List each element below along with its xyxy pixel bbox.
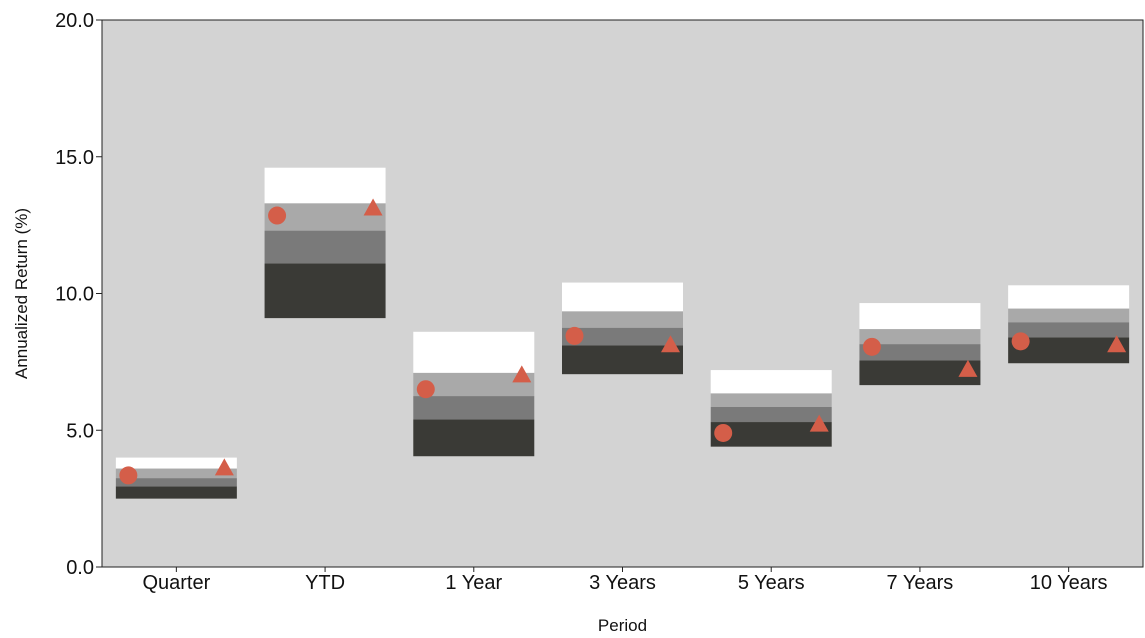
y-tick-label: 10.0 xyxy=(55,284,94,306)
circle-marker xyxy=(416,380,435,399)
x-tick-label: 10 Years xyxy=(1030,572,1108,594)
x-tick-label: 5 Years xyxy=(738,572,805,594)
y-tick-label: 0.0 xyxy=(66,557,94,579)
y-tick-label: 5.0 xyxy=(66,420,94,442)
circle-marker xyxy=(565,326,584,345)
band-top xyxy=(115,457,237,469)
band-lower-mid xyxy=(562,327,683,346)
band-bottom xyxy=(264,263,386,319)
circle-marker xyxy=(1011,332,1030,351)
y-axis-ticks: 0.0 5.0 10.0 15.0 20.0 xyxy=(55,10,102,579)
triangle-marker xyxy=(958,359,978,377)
band-bottom xyxy=(115,486,237,499)
triangle-marker xyxy=(363,198,383,216)
circle-marker xyxy=(119,466,138,485)
x-axis-label: Period xyxy=(598,616,647,635)
y-axis-label: Annualized Return (%) xyxy=(12,208,31,379)
band-top xyxy=(264,167,386,204)
x-axis-ticks: Quarter YTD 1 Year 3 Years 5 Years 7 Years 10 … xyxy=(142,567,1108,594)
triangle-marker xyxy=(512,365,532,383)
band-top xyxy=(710,370,832,394)
band-upper-mid xyxy=(859,329,981,345)
triangle-marker xyxy=(661,335,680,353)
band-upper-mid xyxy=(413,372,535,397)
percentile-bands xyxy=(115,167,1130,499)
band-lower-mid xyxy=(859,344,981,361)
x-tick-label: 7 Years xyxy=(887,572,954,594)
band-upper-mid xyxy=(1008,308,1130,323)
band-top xyxy=(1008,285,1130,309)
band-bottom xyxy=(859,360,981,386)
band-upper-mid xyxy=(562,311,683,328)
band-upper-mid xyxy=(115,468,237,479)
band-top xyxy=(859,303,981,330)
x-tick-label: 1 Year xyxy=(445,572,502,594)
triangle-marker xyxy=(809,414,829,432)
band-bottom xyxy=(413,419,535,457)
series-markers xyxy=(119,198,1127,485)
band-top xyxy=(413,331,535,373)
band-lower-mid xyxy=(115,478,237,487)
x-tick-label: 3 Years xyxy=(589,572,656,594)
y-tick-label: 15.0 xyxy=(55,147,94,169)
circle-marker xyxy=(862,337,881,356)
band-top xyxy=(562,282,683,312)
circle-marker xyxy=(268,206,287,225)
x-tick-label: YTD xyxy=(305,572,345,594)
band-lower-mid xyxy=(264,230,386,264)
band-lower-mid xyxy=(710,407,832,423)
x-tick-label: Quarter xyxy=(142,572,210,594)
y-tick-label: 20.0 xyxy=(55,10,94,32)
band-lower-mid xyxy=(1008,322,1130,338)
triangle-marker xyxy=(214,458,234,476)
triangle-marker xyxy=(1107,335,1127,353)
circle-marker xyxy=(714,423,733,442)
band-lower-mid xyxy=(413,396,535,420)
band-upper-mid xyxy=(710,393,832,408)
